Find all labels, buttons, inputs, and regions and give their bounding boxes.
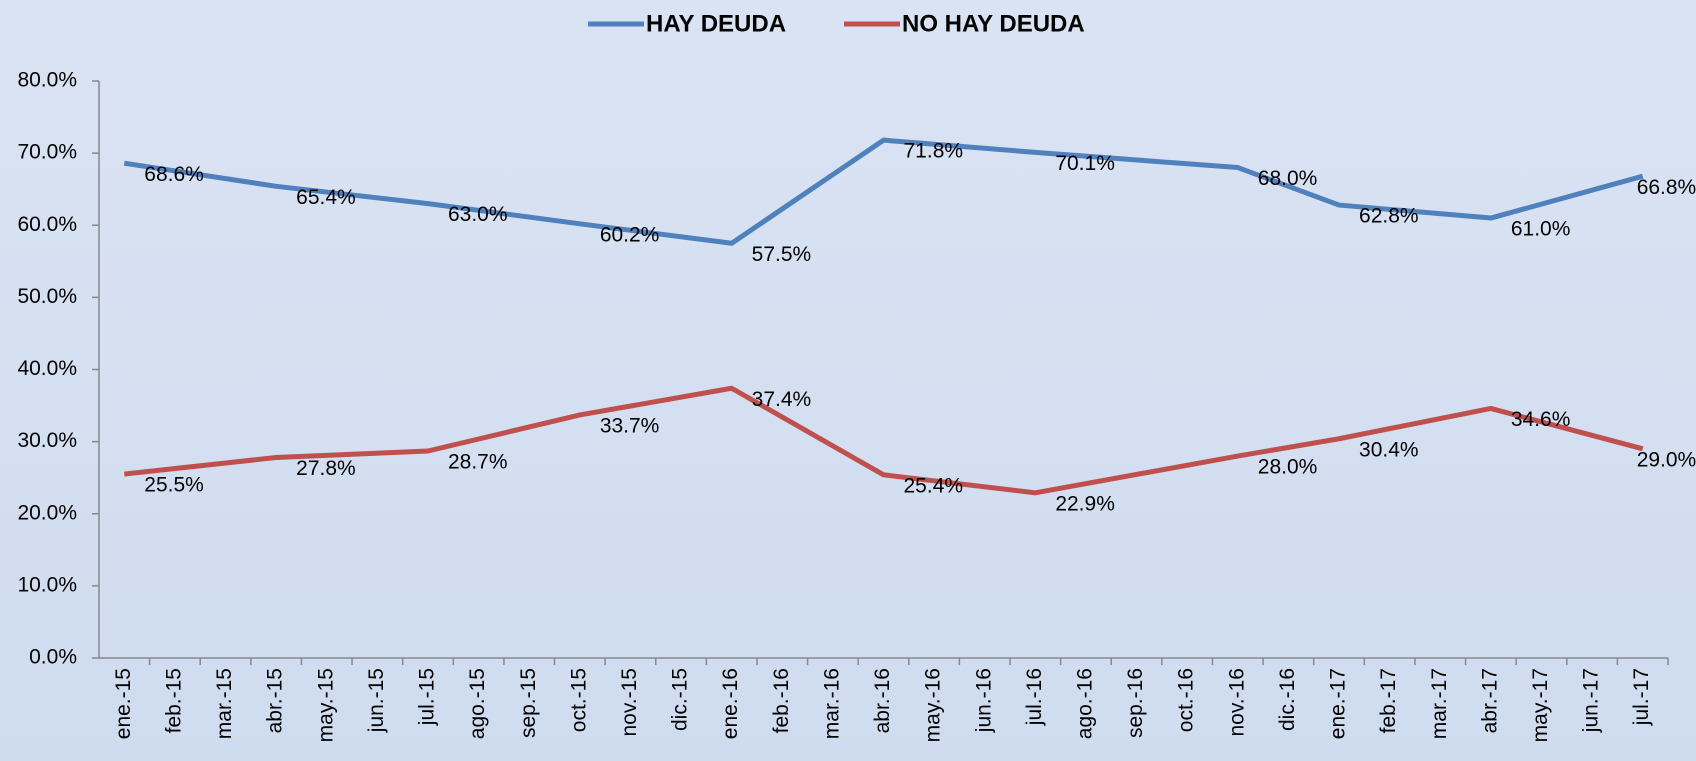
x-tick-label: ene.-15: [112, 668, 135, 739]
x-tick-label: jul.-17: [1630, 668, 1653, 726]
x-tick-label: jun.-17: [1580, 668, 1603, 733]
x-tick-label: mar.-15: [213, 668, 236, 739]
data-label: 37.4%: [752, 388, 812, 411]
y-tick-label: 80.0%: [17, 69, 77, 92]
x-tick-label: sep.-16: [1124, 668, 1147, 738]
data-label: 30.4%: [1359, 438, 1419, 461]
x-tick-label: may.-16: [922, 668, 945, 742]
data-label: 63.0%: [448, 203, 508, 226]
data-label: 27.8%: [296, 457, 356, 480]
x-tick-label: oct.-15: [567, 668, 590, 732]
x-tick-label: jun.-16: [972, 668, 995, 733]
x-tick-label: jul.-16: [1023, 668, 1046, 726]
x-tick-label: abr.-17: [1478, 668, 1501, 733]
data-label: 25.4%: [904, 474, 964, 497]
line: [124, 385, 1644, 496]
x-tick-label: oct.-16: [1175, 668, 1198, 732]
data-label: 71.8%: [904, 140, 964, 163]
data-label: 61.0%: [1511, 218, 1571, 241]
y-tick-label: 60.0%: [17, 213, 77, 236]
data-label: 66.8%: [1637, 176, 1696, 199]
data-label: 68.6%: [144, 163, 204, 186]
x-tick-label: abr.-16: [871, 668, 894, 733]
x-tick-label: feb.-16: [770, 668, 793, 733]
data-label: 25.5%: [144, 474, 204, 497]
x-tick-label: feb.-15: [162, 668, 185, 733]
y-tick-label: 30.0%: [17, 429, 77, 452]
x-tick-label: ene.-17: [1327, 668, 1350, 739]
x-tick-label: mar.-16: [820, 668, 843, 739]
x-tick-label: may.-17: [1529, 668, 1552, 742]
x-tick-label: sep.-15: [517, 668, 540, 738]
data-label: 28.7%: [448, 451, 508, 474]
x-tick-label: jun.-15: [365, 668, 388, 733]
x-tick-label: dic.-15: [669, 668, 692, 731]
x-tick-label: ago.-16: [1073, 668, 1096, 739]
y-tick-label: 10.0%: [17, 573, 77, 596]
x-tick-label: feb.-17: [1377, 668, 1400, 733]
data-label: 60.2%: [600, 223, 660, 246]
data-label: 34.6%: [1511, 408, 1571, 431]
x-tick-label: ene.-16: [719, 668, 742, 739]
data-label: 22.9%: [1055, 492, 1115, 515]
legend-label: HAY DEUDA: [646, 10, 786, 37]
y-tick-label: 50.0%: [17, 285, 77, 308]
x-tick-label: may.-15: [314, 668, 337, 742]
x-tick-label: mar.-17: [1428, 668, 1451, 739]
y-tick-label: 0.0%: [29, 646, 77, 669]
x-tick-label: jul.-15: [416, 668, 439, 726]
x-tick-label: ago.-15: [466, 668, 489, 739]
data-label: 68.0%: [1258, 167, 1318, 190]
y-tick-label: 20.0%: [17, 501, 77, 524]
x-tick-label: abr.-15: [264, 668, 287, 733]
y-tick-label: 40.0%: [17, 357, 77, 380]
data-label: 33.7%: [600, 414, 660, 437]
x-tick-label: dic.-16: [1276, 668, 1299, 731]
data-label: 28.0%: [1258, 456, 1318, 479]
data-label: 57.5%: [752, 243, 812, 266]
line: [123, 137, 1644, 246]
data-label: 29.0%: [1637, 448, 1696, 471]
x-tick-label: nov.-16: [1225, 668, 1248, 737]
y-tick-label: 70.0%: [17, 141, 77, 164]
data-label: 65.4%: [296, 186, 356, 209]
data-label: 62.8%: [1359, 205, 1419, 228]
x-tick-label: nov.-15: [618, 668, 641, 737]
legend-label: NO HAY DEUDA: [902, 10, 1085, 37]
data-label: 70.1%: [1055, 152, 1115, 175]
